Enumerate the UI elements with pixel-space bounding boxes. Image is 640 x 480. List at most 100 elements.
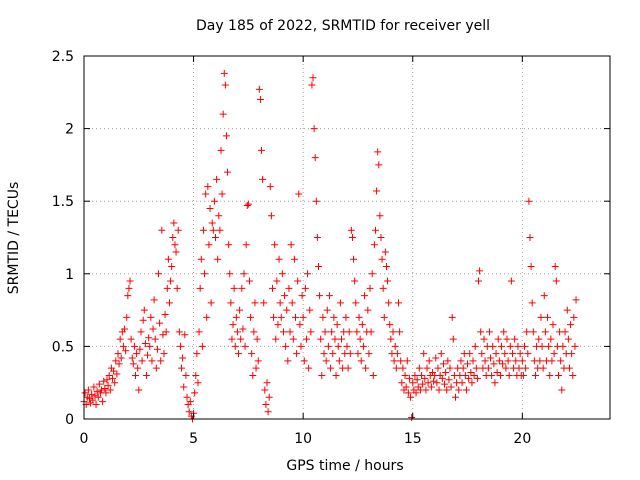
data-point [169,234,177,241]
data-point [126,277,134,285]
y-tick-label: 1 [65,267,74,283]
data-point [98,386,106,394]
data-point [198,342,206,350]
data-point [418,371,426,379]
data-point [346,350,354,358]
data-point [296,321,304,329]
data-point [209,226,217,234]
data-point [366,284,374,292]
data-point [250,328,258,336]
data-point [158,226,166,234]
data-point [89,396,97,404]
data-point [291,313,299,321]
data-point [113,370,121,378]
data-point [485,328,493,336]
data-point [565,364,573,372]
data-point [153,345,161,353]
data-point [159,331,167,339]
data-point [102,389,110,397]
data-point [160,350,168,358]
data-point [503,335,511,343]
data-point [492,350,500,358]
data-point [214,255,222,263]
data-point [81,389,89,397]
data-point [351,277,359,285]
data-point [398,379,406,387]
data-point [424,379,432,387]
data-point [420,350,428,358]
data-point [347,226,355,234]
data-point [353,328,361,336]
data-point [267,212,275,220]
data-point [384,277,392,285]
data-point [263,379,271,387]
data-point [529,328,537,336]
data-point [302,335,310,343]
data-point [275,255,283,263]
data-point [536,357,544,365]
data-point [276,299,284,307]
data-point [567,321,575,329]
data-point [274,321,282,329]
data-point [88,390,96,398]
data-point [106,386,114,394]
data-point [178,364,186,372]
data-point [173,284,181,292]
y-tick-label: 0 [65,412,74,428]
data-point [319,313,327,321]
data-point [293,350,301,358]
data-point [446,364,454,372]
data-point [229,321,237,329]
data-point [318,371,326,379]
data-point [490,360,498,368]
data-point [222,132,230,140]
data-point [521,342,529,350]
data-point [466,350,474,358]
data-point [332,371,340,379]
data-point [248,350,256,358]
data-point [427,383,435,391]
data-point [570,313,578,321]
data-point [85,395,93,403]
data-point [191,389,199,397]
data-point [311,154,319,162]
data-point [403,357,411,365]
data-point [392,364,400,372]
data-point [315,263,323,271]
data-point [448,313,456,321]
data-point [365,350,373,358]
data-point [409,379,417,387]
data-point [444,357,452,365]
data-point [273,277,281,285]
data-point [265,393,273,401]
data-point [237,335,245,343]
data-point [425,357,433,365]
axis-ticks [83,55,610,420]
data-point [380,313,388,321]
data-point [284,357,292,365]
data-point [411,371,419,379]
data-point [161,310,169,318]
data-point [361,292,369,300]
data-point [134,364,142,372]
data-point [481,357,489,365]
data-point [253,335,261,343]
data-point [489,342,497,350]
data-points [80,69,580,423]
data-point [266,183,274,191]
data-point [182,371,190,379]
data-point [277,313,285,321]
data-point [238,284,246,292]
data-point [144,351,152,359]
data-point [334,342,342,350]
data-point [206,204,214,212]
data-point [491,379,499,387]
data-point [447,383,455,391]
data-point [408,414,416,422]
data-point [111,379,119,387]
data-point [220,69,228,77]
data-point [471,342,479,350]
data-point [561,328,569,336]
data-point [385,299,393,307]
data-point [550,350,558,358]
